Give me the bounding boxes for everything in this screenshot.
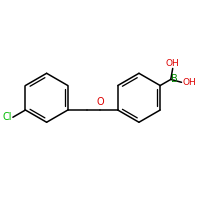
Text: OH: OH	[182, 78, 196, 87]
Text: Cl: Cl	[3, 112, 12, 122]
Text: OH: OH	[166, 59, 180, 68]
Text: B: B	[171, 74, 178, 84]
Text: O: O	[96, 97, 104, 107]
